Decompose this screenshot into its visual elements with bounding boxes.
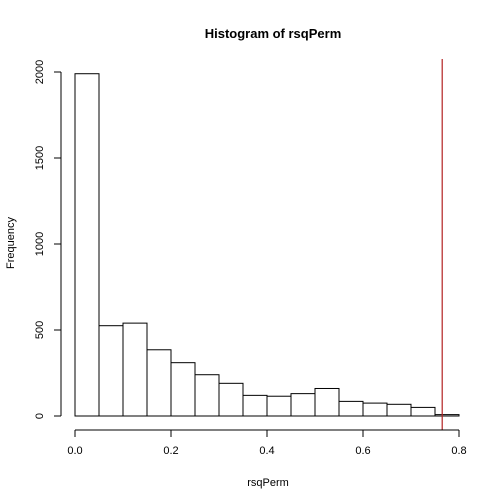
x-tick-label: 0.2 — [163, 445, 178, 457]
y-axis: 0 500 1000 1500 2000 — [34, 60, 62, 419]
bars-group — [74, 73, 460, 417]
histogram-bar-14 — [410, 406, 436, 417]
x-axis-label: rsqPerm — [247, 477, 289, 489]
x-tick-label: 0.4 — [259, 445, 274, 457]
histogram-bar-6 — [218, 382, 244, 417]
histogram-bar-2 — [122, 322, 148, 417]
y-tick-label: 2000 — [34, 60, 46, 84]
x-tick-label: 0.6 — [355, 445, 370, 457]
y-tick-label: 500 — [34, 321, 46, 339]
histogram-bar-13 — [386, 403, 412, 417]
histogram-bar-9 — [290, 393, 316, 417]
histogram-bar-15 — [434, 414, 460, 417]
chart-title: Histogram of rsqPerm — [205, 26, 342, 41]
histogram-bar-10 — [314, 387, 340, 417]
histogram-bar-7 — [242, 394, 268, 417]
histogram-bar-11 — [338, 400, 364, 417]
y-axis-label: Frequency — [5, 217, 17, 269]
histogram-bar-0 — [74, 73, 100, 417]
x-axis: 0.0 0.2 0.4 0.6 0.8 — [67, 429, 467, 457]
x-tick-label: 0.8 — [451, 445, 466, 457]
histogram-bar-1 — [98, 325, 124, 417]
histogram-bar-4 — [170, 362, 196, 417]
histogram-bar-8 — [266, 395, 292, 417]
y-tick-label: 0 — [34, 413, 46, 419]
histogram-bar-5 — [194, 374, 220, 417]
x-tick-label: 0.0 — [67, 445, 82, 457]
y-tick-label: 1500 — [34, 146, 46, 170]
histogram-bar-12 — [362, 402, 388, 417]
histogram-bar-3 — [146, 349, 172, 417]
y-tick-label: 1000 — [34, 232, 46, 256]
